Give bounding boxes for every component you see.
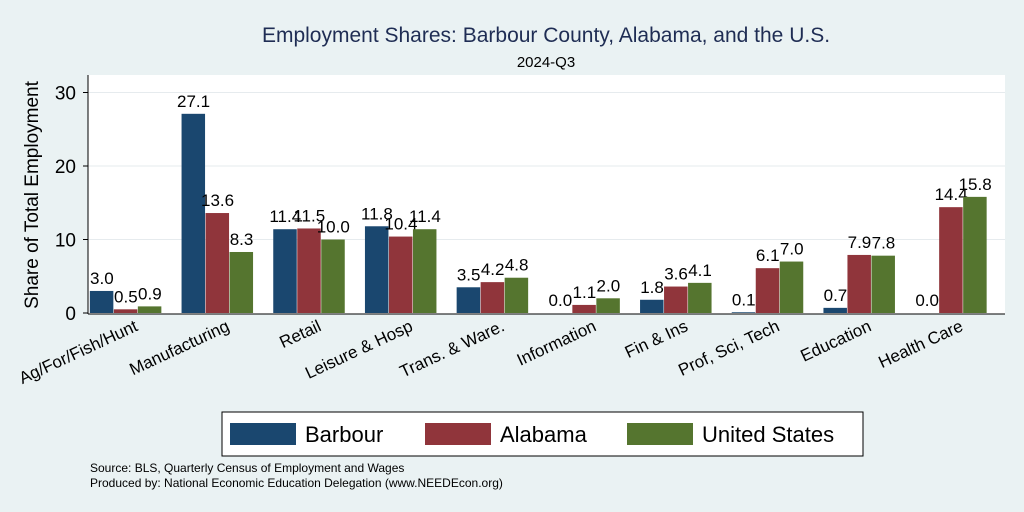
bar-united-states-education — [871, 255, 895, 313]
data-label: 3.5 — [457, 265, 481, 284]
bar-alabama-fin-ins — [664, 286, 688, 313]
data-label: 15.8 — [959, 175, 992, 194]
producer-note: Produced by: National Economic Education… — [90, 476, 503, 490]
data-label: 14.4 — [935, 185, 968, 204]
y-axis-label: Share of Total Employment — [22, 80, 43, 308]
legend-swatch-alabama — [425, 423, 491, 445]
bar-united-states-ag-for-fish-hunt — [137, 306, 162, 313]
data-label: 1.1 — [573, 283, 597, 302]
data-label: 6.1 — [756, 246, 780, 265]
bar-united-states-information — [596, 298, 620, 313]
legend-label-alabama: Alabama — [500, 422, 588, 447]
data-label: 0.7 — [824, 286, 848, 305]
data-label: 10.4 — [384, 215, 417, 234]
data-label: 11.8 — [361, 204, 393, 223]
data-label: 11.5 — [293, 206, 325, 225]
legend-swatch-barbour — [230, 423, 296, 445]
bar-barbour-ag-for-fish-hunt — [89, 290, 114, 313]
chart-title: Employment Shares: Barbour County, Alaba… — [262, 24, 830, 47]
legend-label-barbour: Barbour — [305, 422, 383, 447]
data-label: 0.9 — [138, 284, 162, 303]
bar-alabama-ag-for-fish-hunt — [113, 309, 138, 313]
bar-united-states-health-care — [963, 196, 987, 313]
bar-barbour-trans-ware — [456, 287, 481, 313]
data-label: 11.4 — [269, 207, 301, 226]
data-label: 2.0 — [597, 276, 621, 295]
bar-united-states-prof-sci-tech — [779, 261, 804, 313]
legend: Barbour Alabama United States — [221, 411, 864, 457]
bar-alabama-prof-sci-tech — [755, 268, 780, 313]
data-label: 0.0 — [915, 291, 939, 310]
bar-barbour-education — [823, 307, 847, 313]
bar-alabama-information — [572, 304, 596, 313]
bar-united-states-fin-ins — [688, 282, 712, 313]
data-label: 4.8 — [505, 256, 529, 275]
data-label: 1.8 — [640, 278, 664, 297]
y-tick-label: 30 — [55, 84, 76, 105]
legend-box — [221, 411, 864, 457]
bar-united-states-trans-ware — [504, 277, 529, 313]
data-label: 7.0 — [780, 240, 804, 259]
data-label: 8.3 — [230, 230, 254, 249]
bar-alabama-trans-ware — [480, 282, 505, 313]
bar-barbour-prof-sci-tech — [731, 312, 756, 313]
data-label: 0.0 — [549, 291, 573, 310]
bar-barbour-retail — [273, 229, 297, 313]
y-tick-label: 0 — [65, 304, 76, 325]
bars: 3.00.5 0.927.113.68.311.411.510.011.810.4… — [89, 92, 992, 313]
data-label: 0.5 — [114, 287, 138, 306]
bar-barbour-fin-ins — [640, 299, 664, 313]
data-label: 4.1 — [688, 261, 712, 280]
legend-swatch-united-states — [627, 423, 693, 445]
data-label: 7.8 — [872, 234, 896, 253]
bar-barbour-manufacturing — [181, 113, 206, 313]
bar-barbour-leisure-hosp — [364, 226, 389, 313]
grid-lines — [88, 92, 1005, 240]
chart-subtitle: 2024-Q3 — [517, 54, 575, 71]
data-label: 11.4 — [409, 207, 441, 226]
bar-united-states-retail — [321, 239, 345, 313]
bar-united-states-manufacturing — [229, 251, 254, 313]
data-label: 27.1 — [177, 92, 210, 111]
y-tick-label: 10 — [55, 231, 76, 252]
legend-label-united-states: United States — [702, 422, 834, 447]
legend-items: Barbour Alabama United States — [230, 422, 834, 447]
bar-united-states-leisure-hosp — [412, 229, 437, 313]
data-label: 13.6 — [201, 191, 234, 210]
source-note: Source: BLS, Quarterly Census of Employm… — [90, 461, 404, 475]
y-tick-label: 20 — [55, 157, 76, 178]
data-label: 10.0 — [317, 218, 350, 237]
data-label: 3.0 — [90, 269, 114, 288]
data-label: 3.6 — [664, 265, 688, 284]
data-label: 7.9 — [848, 233, 872, 252]
bar-alabama-manufacturing — [205, 213, 230, 313]
data-label: 4.2 — [481, 260, 505, 279]
bar-alabama-health-care — [939, 207, 963, 313]
bar-alabama-education — [847, 254, 871, 313]
bar-alabama-leisure-hosp — [388, 236, 413, 313]
data-label: 0.1 — [732, 290, 756, 309]
bar-alabama-retail — [297, 228, 321, 313]
